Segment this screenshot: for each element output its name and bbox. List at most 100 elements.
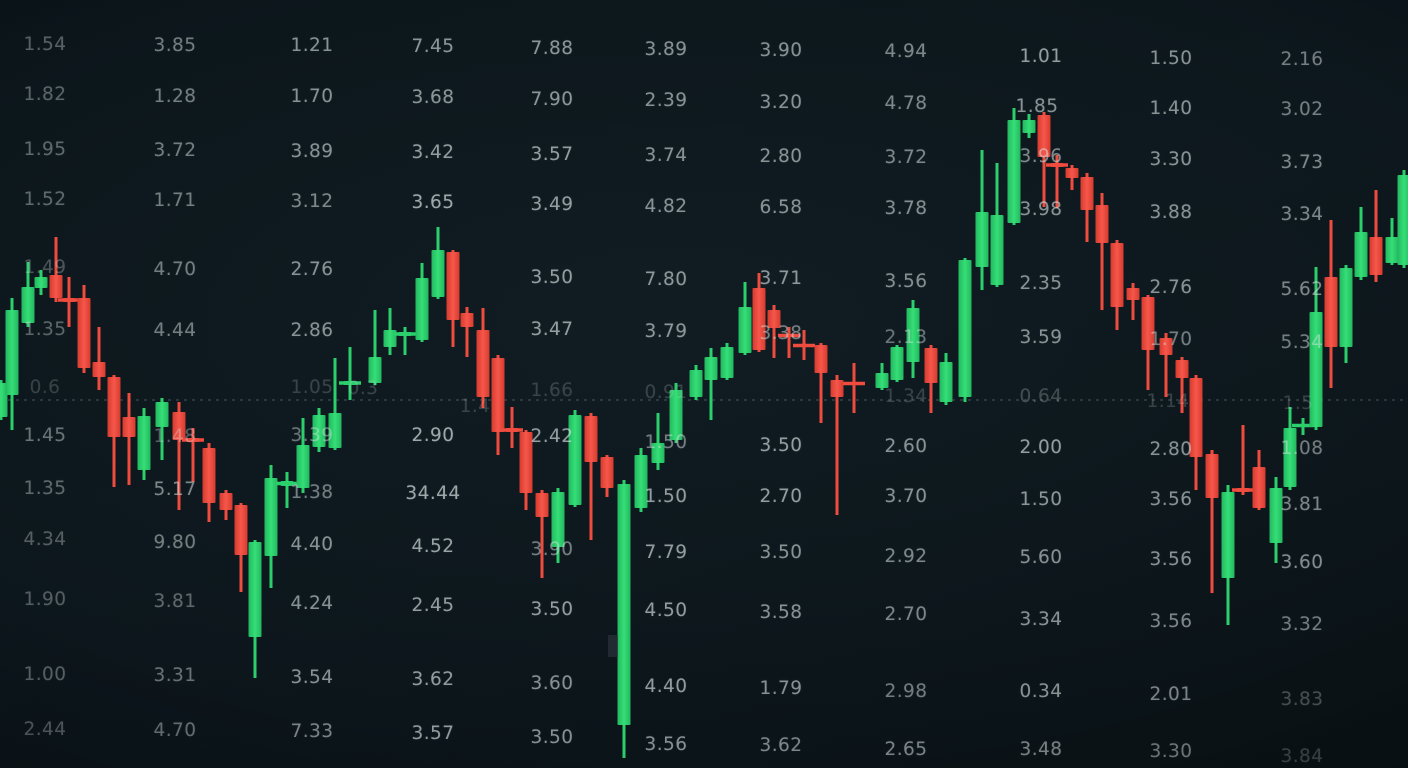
candle-body <box>49 275 63 298</box>
candle-down <box>752 273 766 352</box>
candle-down <box>1095 193 1109 310</box>
candle-body <box>172 412 186 440</box>
candle-down <box>924 345 938 413</box>
candle-body <box>939 362 953 402</box>
candle-up <box>689 365 703 400</box>
candle-body <box>77 298 91 368</box>
candle-body <box>600 457 614 488</box>
candle-down <box>1046 155 1068 208</box>
candle-up <box>248 540 262 678</box>
candle-body <box>689 370 703 397</box>
candle-up <box>394 327 416 355</box>
candle-body <box>296 445 310 488</box>
candle-body <box>720 347 734 378</box>
candle-up <box>34 270 48 295</box>
candle-body <box>5 310 19 395</box>
candle-up <box>339 347 361 400</box>
candle-up <box>1354 207 1368 280</box>
candle-down <box>182 428 204 482</box>
candle-body <box>1095 205 1109 243</box>
candle-up <box>312 408 326 452</box>
candle-body <box>234 505 248 555</box>
candle-up <box>21 262 35 327</box>
candle-body <box>1283 428 1297 487</box>
candle-body <box>1221 492 1235 578</box>
candle-down <box>92 327 106 390</box>
candle-up <box>651 413 665 470</box>
candle-body <box>368 357 382 383</box>
candle-body <box>1369 237 1383 275</box>
candle-up <box>890 345 904 382</box>
candle-down <box>234 503 248 592</box>
candle-body <box>551 492 565 547</box>
candle-up <box>296 418 310 493</box>
candle-down <box>1159 333 1173 397</box>
candle-down <box>600 455 614 497</box>
candle-down <box>767 305 781 358</box>
candle-down <box>77 285 91 373</box>
candle-body <box>248 542 262 637</box>
candle-up <box>264 465 278 588</box>
candle-down <box>1126 283 1140 320</box>
candle-down <box>219 490 233 520</box>
candle-up <box>1007 108 1021 225</box>
dark-slab <box>608 635 618 657</box>
candle-body <box>1080 177 1094 210</box>
candle-body <box>1022 120 1036 133</box>
candle-up <box>383 308 397 355</box>
candle-up <box>276 472 298 508</box>
candle-up <box>1269 477 1283 563</box>
candle-up <box>1221 485 1235 625</box>
candle-body <box>1141 297 1155 350</box>
candle-up <box>1283 407 1297 490</box>
candle-body <box>328 413 342 448</box>
candle-body <box>1007 120 1021 223</box>
candle-body <box>669 390 683 440</box>
candle-up <box>875 363 889 390</box>
candle-up <box>975 150 989 290</box>
candle-down <box>814 343 828 423</box>
candle-up <box>669 383 683 443</box>
candle-body <box>122 417 136 437</box>
candle-down <box>202 443 216 522</box>
candle-up <box>1309 267 1323 430</box>
candle-body <box>814 345 828 373</box>
candle-body <box>568 415 582 505</box>
candle-body <box>107 377 121 437</box>
candle-down <box>778 327 800 358</box>
candle-down <box>519 430 533 510</box>
candle-body <box>1309 312 1323 427</box>
candle-body <box>137 416 151 470</box>
candle-down <box>172 402 186 510</box>
candle-up <box>720 343 734 380</box>
candle-body <box>704 357 718 380</box>
candle-down <box>830 375 844 515</box>
candle-body <box>312 415 326 447</box>
candle-body <box>535 493 549 517</box>
candle-body <box>460 313 474 327</box>
candle-body <box>1354 232 1368 277</box>
candle-body <box>1110 243 1124 307</box>
candle-down <box>1080 173 1094 242</box>
candle-body <box>1159 338 1173 355</box>
candle-down <box>122 393 136 485</box>
candle-up <box>551 488 565 563</box>
candle-up <box>137 408 151 480</box>
candle-up <box>328 358 342 450</box>
candle-body <box>958 260 972 397</box>
candle-body <box>752 288 766 350</box>
candle-body <box>1175 360 1189 378</box>
candle-body <box>219 493 233 510</box>
candle-body <box>890 347 904 380</box>
candle-body <box>830 380 844 397</box>
candle-up <box>5 298 19 430</box>
candle-down <box>1110 240 1124 330</box>
candles-layer <box>0 108 1408 758</box>
candle-body <box>1269 488 1283 543</box>
candle-down <box>584 413 598 540</box>
candle-body <box>476 330 490 397</box>
candle-down <box>1175 357 1189 413</box>
candle-body <box>584 416 598 462</box>
